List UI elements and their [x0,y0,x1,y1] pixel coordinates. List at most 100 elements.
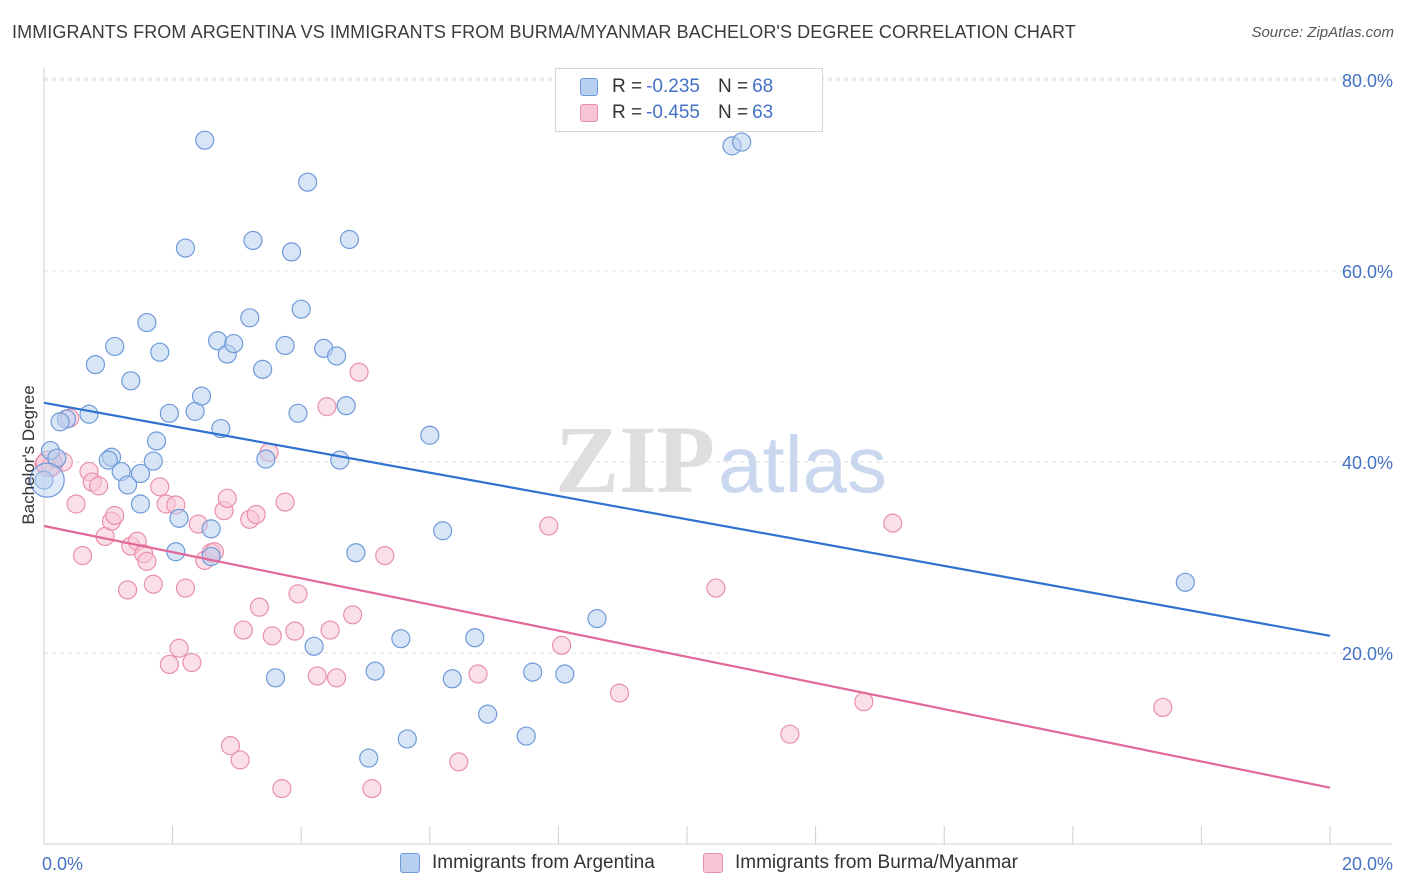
burma-point [285,621,305,641]
burma-point [307,666,327,686]
argentina-point [478,704,498,724]
burma-point [105,505,125,526]
argentina-point [47,448,67,468]
argentina-point [516,726,536,746]
burma-point [343,605,363,625]
legend-r-label: R = [612,102,643,123]
argentina-points [29,130,1195,768]
argentina-point [275,335,295,356]
argentina-point [130,494,151,514]
burma-point [137,551,157,571]
argentina-point [397,729,417,749]
x-tick-label: 20.0% [1342,854,1393,874]
y-tick-label: 20.0% [1342,644,1393,664]
burma-point [317,397,337,417]
x-tick-label: 0.0% [42,854,83,874]
burma-point [143,574,163,594]
burma-point [320,620,340,640]
argentina-point [732,132,752,152]
argentina-point [346,543,366,563]
series-legend-label: Immigrants from Argentina [432,852,655,873]
series-swatch-pink [703,853,723,873]
burma-point [230,750,250,770]
watermark: ZIP atlas [555,406,887,513]
legend-r-value: -0.455 [646,102,700,123]
argentina-point [256,449,276,469]
y-tick-label: 60.0% [1342,262,1393,282]
argentina-point [243,230,263,251]
legend-n-label: N = [717,76,749,97]
trendlines [43,401,1331,789]
series-legend-argentina: Immigrants from Argentina [400,852,655,874]
legend-n-value: 68 [752,76,774,97]
legend-swatch-pink [580,104,598,122]
series-swatch-blue [400,853,420,873]
argentina-point [465,628,485,648]
argentina-point [169,508,189,528]
legend: R = -0.235 N = 68 R = -0.455 N = 63 [555,68,823,132]
tick-labels: 20.0% 40.0% 60.0% 80.0% 0.0% 20.0% [42,71,1393,874]
burma-point [1153,697,1173,718]
y-axis-label: Bachelor's Degree [19,385,38,524]
burma-point [249,597,270,617]
argentina-point [265,668,286,688]
burma-point [89,476,109,496]
argentina-point [291,299,311,319]
argentina-point [146,431,167,451]
argentina-point [420,425,440,445]
argentina-point [391,629,411,649]
burma-point [706,578,726,598]
burma-point [609,683,630,703]
argentina-point [587,609,607,629]
watermark-zip: ZIP [555,406,715,513]
argentina-point [339,229,360,250]
burma-point [246,504,266,525]
argentina-point [336,396,356,416]
argentina-point [175,238,196,258]
burma-point [468,664,488,684]
y-tick-label: 80.0% [1342,71,1393,91]
legend-row-burma: R = -0.455 N = 63 [580,101,791,125]
argentina-point [79,404,99,424]
burma-point [326,668,347,688]
burma-point [175,578,196,598]
argentina-point [253,359,273,379]
argentina-point [298,172,318,192]
burma-point [349,362,369,382]
argentina-point [281,242,302,262]
argentina-point [201,519,221,539]
argentina-point [288,403,308,423]
burma-point [272,779,292,799]
legend-r-label: R = [612,76,643,97]
burma-point [182,652,202,673]
argentina-point [98,450,118,470]
series-legend-label: Immigrants from Burma/Myanmar [735,852,1018,873]
burma-point [375,545,395,566]
argentina-point [117,475,138,495]
argentina-point [159,403,179,423]
burma-point [220,736,241,756]
argentina-point [105,336,125,357]
burma-point [275,492,295,512]
argentina-point [143,451,163,471]
argentina-point [201,546,221,567]
argentina-point [137,312,157,333]
burma-point [539,516,559,536]
argentina-point [195,130,215,150]
burma-point [780,724,800,744]
chart-title: IMMIGRANTS FROM ARGENTINA VS IMMIGRANTS … [12,22,1076,42]
series-legend-burma: Immigrants from Burma/Myanmar [703,852,1018,874]
argentina-point [433,521,453,541]
argentina-point [304,636,324,656]
chart-source: Source: ZipAtlas.com [1251,24,1394,41]
burma-point [66,494,86,514]
legend-n-value: 63 [752,102,774,123]
argentina-trendline [43,401,1331,637]
legend-row-argentina: R = -0.235 N = 68 [580,75,791,99]
watermark-atlas: atlas [718,420,887,509]
burma-point [262,626,282,646]
burma-point [552,635,572,655]
burma-point [854,692,874,712]
series-legend: Immigrants from Argentina Immigrants fro… [0,852,1406,878]
